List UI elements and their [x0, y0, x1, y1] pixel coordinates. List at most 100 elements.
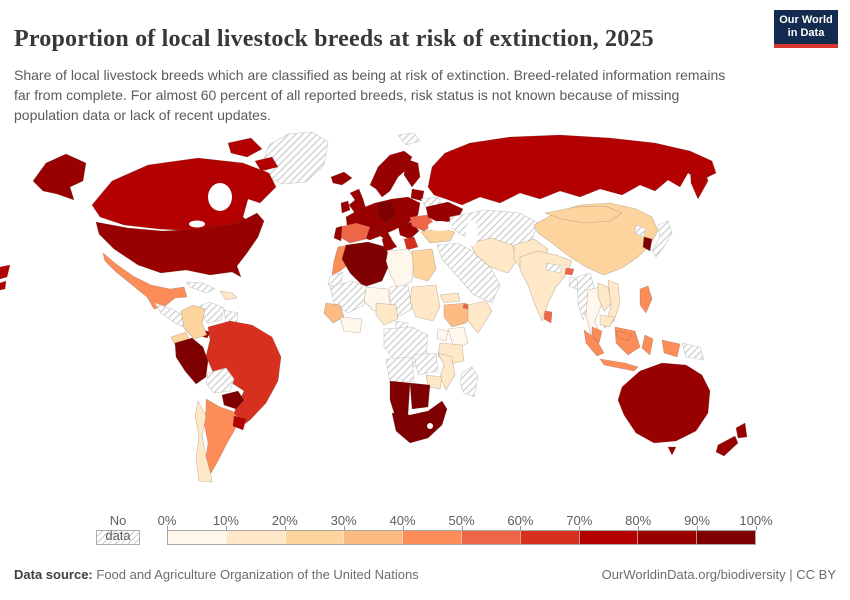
country-bolivia[interactable]	[205, 367, 235, 394]
legend-tick-mark	[284, 526, 286, 530]
legend-no-data-swatch[interactable]	[96, 530, 140, 545]
country-sudan[interactable]	[409, 284, 441, 322]
country-malaysia[interactable]	[591, 326, 633, 344]
country-vietnam[interactable]	[603, 279, 621, 329]
country-greece[interactable]	[403, 236, 419, 251]
country-colombia[interactable]	[180, 304, 208, 340]
country-algeria[interactable]	[341, 241, 391, 288]
legend-tick-label: 40%	[389, 513, 416, 528]
legend-colorbar	[167, 530, 756, 545]
country-north-korea[interactable]	[634, 224, 647, 238]
footer-source: Data source: Food and Agriculture Organi…	[14, 567, 419, 582]
country-bhutan[interactable]	[564, 267, 575, 276]
legend-tick-mark	[697, 526, 699, 530]
country-botswana[interactable]	[409, 382, 431, 410]
country-germany[interactable]	[376, 200, 397, 224]
country-spain[interactable]	[339, 222, 371, 244]
legend-tick-mark	[461, 526, 463, 530]
legend-segment[interactable]	[284, 531, 344, 544]
country-sri-lanka[interactable]	[543, 310, 553, 324]
legend-tick-label: 100%	[739, 513, 773, 528]
country-zimbabwe[interactable]	[425, 374, 443, 390]
country-kenya[interactable]	[447, 326, 469, 350]
country-mexico[interactable]	[102, 252, 188, 310]
legend-tick-mark	[756, 526, 757, 530]
country-philippines[interactable]	[639, 285, 653, 314]
country-iceland[interactable]	[330, 171, 353, 186]
footer-link[interactable]: OurWorldinData.org/biodiversity	[601, 567, 786, 582]
legend-segment[interactable]	[519, 531, 579, 544]
great-lakes-water	[189, 220, 205, 228]
country-united-states[interactable]	[32, 153, 265, 278]
country-portugal[interactable]	[333, 225, 343, 242]
legend-segment[interactable]	[696, 531, 755, 544]
country-indonesia[interactable]	[583, 326, 681, 372]
country-egypt[interactable]	[411, 248, 437, 282]
legend-no-data-label: No data	[105, 513, 131, 543]
country-zambia[interactable]	[413, 352, 439, 376]
footer: Data source: Food and Agriculture Organi…	[14, 567, 836, 582]
country-chile[interactable]	[194, 400, 213, 483]
country-libya[interactable]	[385, 248, 415, 290]
legend-segment[interactable]	[578, 531, 638, 544]
country-australia[interactable]	[617, 362, 711, 456]
owid-logo-line2: in Data	[787, 27, 825, 39]
legend-no-data: No data	[96, 513, 140, 545]
country-greenland[interactable]	[261, 131, 329, 185]
country-cuba[interactable]	[185, 281, 216, 294]
legend-segment[interactable]	[402, 531, 461, 544]
country-bangladesh[interactable]	[568, 276, 580, 290]
country-peru[interactable]	[174, 337, 209, 385]
country-middle-east[interactable]	[436, 242, 501, 304]
footer-attribution: OurWorldinData.org/biodiversity | CC BY	[602, 567, 836, 582]
country-iran[interactable]	[469, 237, 519, 274]
country-south-africa[interactable]	[391, 400, 448, 444]
legend-tick-label: 0%	[157, 513, 177, 528]
legend-tick-mark	[638, 526, 640, 530]
country-cambodia[interactable]	[599, 314, 615, 328]
country-ethiopia[interactable]	[443, 302, 475, 328]
hudson-bay-water	[208, 183, 232, 211]
country-uganda[interactable]	[436, 328, 449, 342]
country-laos[interactable]	[597, 282, 613, 312]
legend-segment[interactable]	[460, 531, 520, 544]
owid-logo[interactable]: Our World in Data	[774, 10, 838, 48]
legend-tick-label: 20%	[271, 513, 298, 528]
country-somalia[interactable]	[467, 300, 493, 334]
country-ghana-ivory-coast[interactable]	[339, 316, 363, 334]
legend-segment[interactable]	[225, 531, 285, 544]
country-finland[interactable]	[403, 158, 421, 188]
legend-segment[interactable]	[637, 531, 697, 544]
country-tunisia[interactable]	[381, 236, 394, 252]
legend-tick-label: 60%	[507, 513, 534, 528]
country-canada[interactable]	[91, 137, 279, 236]
country-papua-new-guinea[interactable]	[681, 342, 705, 361]
legend-segment[interactable]	[343, 531, 403, 544]
country-south-korea[interactable]	[642, 236, 653, 252]
country-nepal[interactable]	[545, 262, 563, 274]
legend-segment[interactable]	[168, 531, 226, 544]
legend-tick-label: 90%	[684, 513, 711, 528]
country-senegal-guinea[interactable]	[323, 302, 345, 324]
country-japan[interactable]	[651, 220, 673, 258]
country-russia[interactable]	[0, 134, 717, 291]
country-paraguay[interactable]	[221, 390, 245, 410]
country-svalbard[interactable]	[397, 132, 421, 146]
footer-license: | CC BY	[785, 567, 836, 582]
country-angola[interactable]	[385, 356, 415, 384]
country-india[interactable]	[519, 250, 573, 322]
country-eritrea[interactable]	[439, 292, 461, 304]
country-new-zealand[interactable]	[715, 422, 748, 457]
country-ireland[interactable]	[340, 200, 351, 214]
country-uruguay[interactable]	[232, 415, 247, 431]
country-china[interactable]	[533, 202, 659, 276]
country-hispaniola[interactable]	[219, 290, 238, 301]
legend-tick-mark	[343, 526, 345, 530]
black-sea-water	[428, 221, 452, 231]
country-argentina[interactable]	[203, 398, 241, 474]
country-madagascar[interactable]	[459, 366, 479, 398]
lesotho-enclave	[427, 423, 433, 429]
country-mozambique[interactable]	[437, 352, 456, 391]
country-nigeria[interactable]	[375, 302, 399, 326]
country-mongolia[interactable]	[544, 205, 623, 224]
